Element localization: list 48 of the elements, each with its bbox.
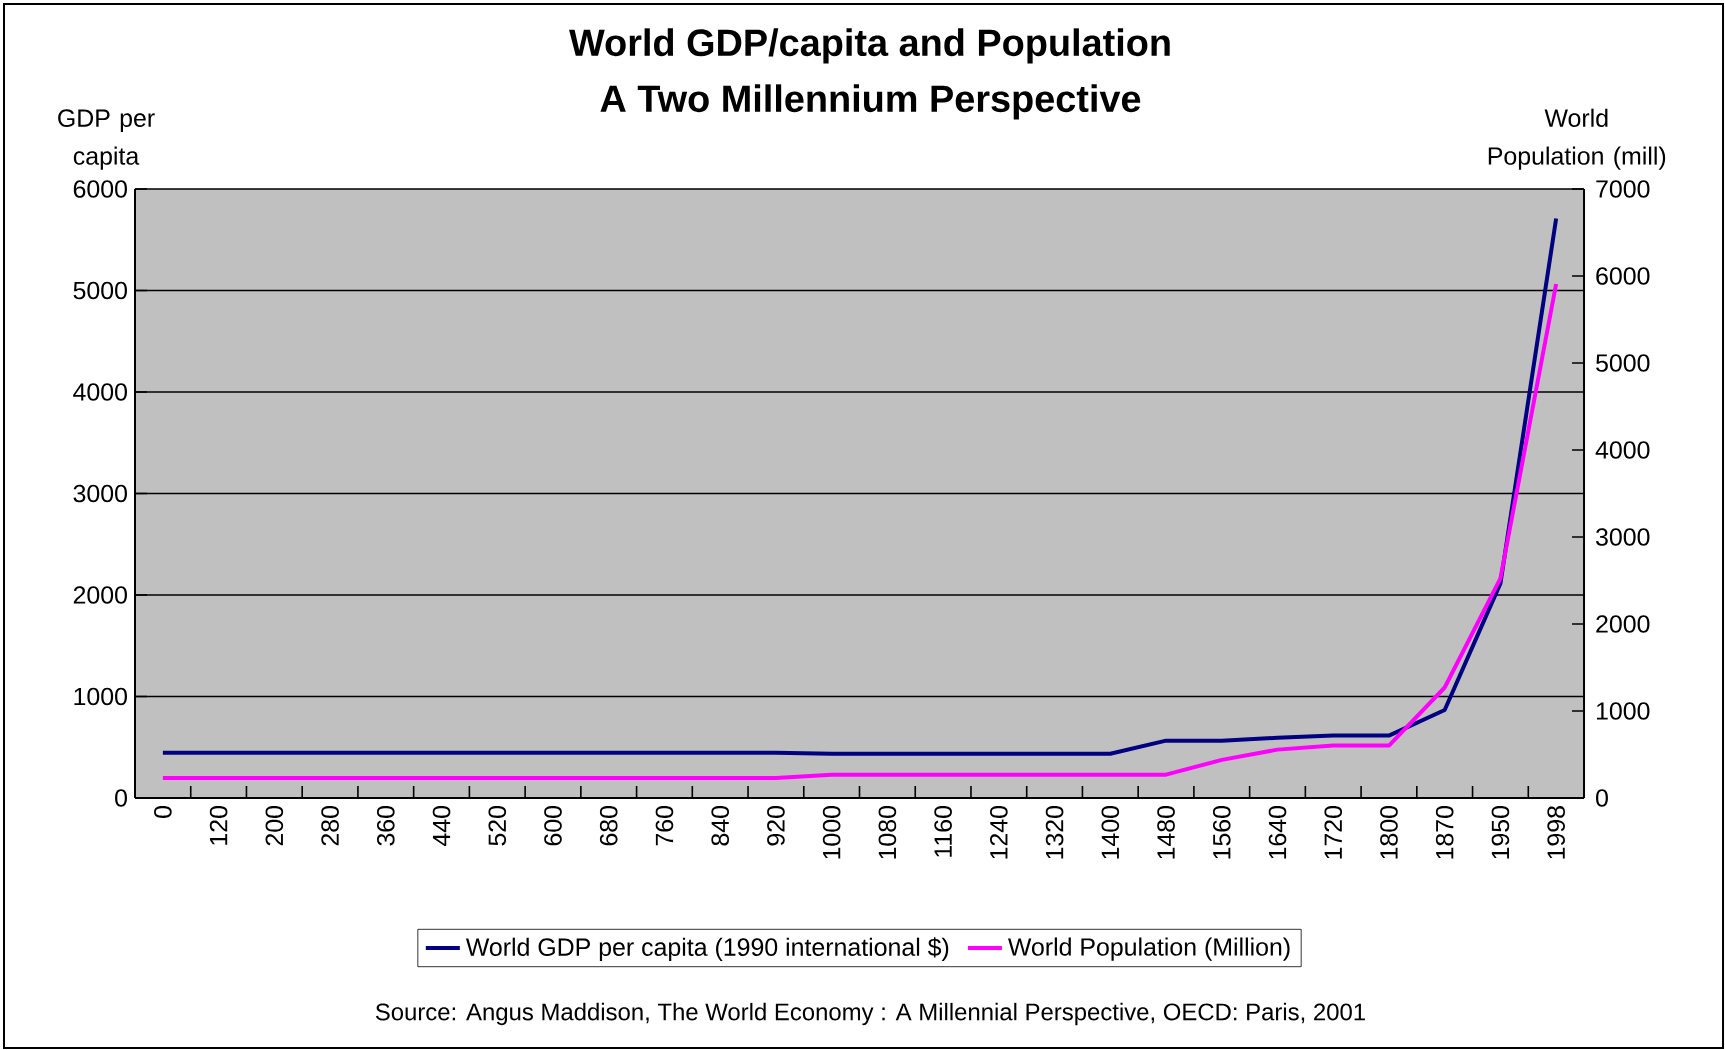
x-tick-label: 200 [265, 806, 284, 846]
legend-label: World GDP per capita (1990 international $) [465, 937, 949, 961]
x-tick-label: 1160 [934, 806, 952, 857]
x-tick-label: 0 [154, 806, 172, 818]
y-axis-title: GDP per capita [58, 109, 155, 170]
x-tick-label: 920 [767, 806, 785, 846]
y2-tick-label: 6000 [1596, 267, 1650, 285]
x-tick-label: 1640 [1268, 806, 1287, 859]
x-tick-label: 1080 [878, 806, 897, 859]
x-tick-label: 440 [432, 806, 451, 847]
y2-tick-label: 3000 [1596, 528, 1650, 546]
x-tick-label: 1000 [822, 806, 841, 859]
y-tick-label: 1000 [74, 687, 127, 706]
x-tick-label: 1950 [1491, 806, 1510, 859]
y-tick-label: 2000 [73, 586, 127, 604]
y-tick-label: 6000 [73, 180, 127, 198]
y2-tick-label: 7000 [1596, 180, 1650, 198]
x-tick-label: 360 [376, 806, 395, 846]
x-tick-label: 1800 [1380, 806, 1398, 859]
y-tick-label: 0 [115, 789, 127, 807]
x-tick-label: 1480 [1157, 806, 1175, 859]
y2-axis-title: World Population (mill) [1488, 108, 1666, 170]
chart-subtitle: A Two Millennium Perspective [600, 84, 1141, 120]
x-tick-label: 120 [209, 806, 228, 845]
y2-tick-label: 2000 [1596, 615, 1650, 633]
x-tick-label: 680 [599, 806, 618, 846]
y2-tick-label: 0 [1596, 789, 1608, 807]
x-tick-label: 1720 [1324, 806, 1343, 859]
y2-tick-label: 4000 [1595, 441, 1650, 459]
y-tick-label: 4000 [73, 383, 127, 401]
x-tick-label: 1320 [1045, 806, 1064, 859]
x-tick-label: 600 [544, 806, 562, 846]
x-tick-label: 520 [488, 806, 507, 846]
x-tick-label: 760 [655, 806, 674, 846]
x-tick-label: 280 [321, 806, 339, 846]
x-tick-label: 1870 [1435, 806, 1454, 859]
x-tick-label: 1400 [1101, 806, 1120, 859]
chart-title: World GDP/capita and Population [569, 28, 1170, 64]
x-tick-label: 1240 [990, 806, 1008, 859]
legend-label: World Population (Million) [1008, 937, 1290, 961]
y2-tick-label: 5000 [1596, 354, 1650, 372]
y-tick-label: 5000 [73, 281, 127, 300]
y-tick-label: 3000 [73, 484, 127, 503]
x-tick-label: 1998 [1547, 806, 1565, 859]
y2-tick-label: 1000 [1596, 702, 1650, 720]
x-tick-label: 840 [711, 806, 729, 846]
x-tick-label: 1560 [1212, 806, 1231, 859]
source-note: Source: Angus Maddison, The World Economy : A Millennial Perspective, OECD: Paris, 2001 [375, 1002, 1365, 1026]
